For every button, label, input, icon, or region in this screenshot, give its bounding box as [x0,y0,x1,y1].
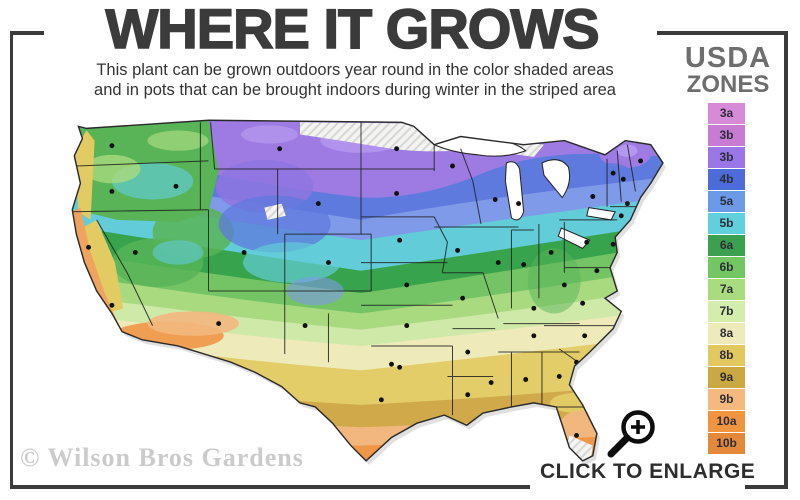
zone-chip-4b-3: 4b [708,169,745,190]
zone-chip-5b-5: 5b [708,213,745,234]
legend-title-zones: ZONES [686,71,770,98]
zone-bands [72,120,663,461]
frame-left-line [10,31,13,488]
page-title: WHERE IT GROWS [105,0,601,61]
city-dots [86,143,644,438]
frame-bottom-left-line [10,485,530,489]
state-borders [72,122,638,416]
zone-chip-3b-1: 3b [708,125,745,146]
frame-bottom-right-dash [745,485,788,489]
zone-chip-6b-7: 6b [708,257,745,278]
frame-top-left-dash [10,31,44,35]
subtitle-line-2: and in pots that can be brought indoors … [94,81,616,99]
zone-chip-8b-11: 8b [708,345,745,366]
legend-zones: 3a 3b 3b 4b 5a 5b 6a 6b 7a 7b 8a 8b 9a 9b 10a 10b [708,103,745,455]
subtitle: This plant can be grown outdoors year ro… [0,60,710,100]
zone-chip-10b-15: 10b [708,433,745,454]
legend-title-usda: USDA [684,42,772,74]
zone-chip-9b-13: 9b [708,389,745,410]
frame-top-right-dash [657,31,788,35]
subtitle-line-1: This plant can be grown outdoors year ro… [96,61,614,79]
frame-right-line [784,31,788,488]
zone-chip-8a-10: 8a [708,323,745,344]
zone-chip-5a-4: 5a [708,191,745,212]
zone-chip-10a-14: 10a [708,411,745,432]
us-hardiness-zone-map [71,119,666,465]
us-outline [71,119,664,462]
zone-chip-7a-8: 7a [708,279,745,300]
zone-chip-6a-6: 6a [708,235,745,256]
zone-chip-9a-12: 9a [708,367,745,388]
magnifier-plus-icon[interactable] [600,406,662,462]
watermark: © Wilson Bros Gardens [20,443,304,472]
zone-chip-7b-9: 7b [708,301,745,322]
zone-chip-3b-2: 3b [708,147,745,168]
usda-zones-legend-title: USDA ZONES [672,44,784,97]
zone-chip-3a-0: 3a [708,103,745,124]
click-to-enlarge-label[interactable]: CLICK TO ENLARGE [540,460,756,483]
